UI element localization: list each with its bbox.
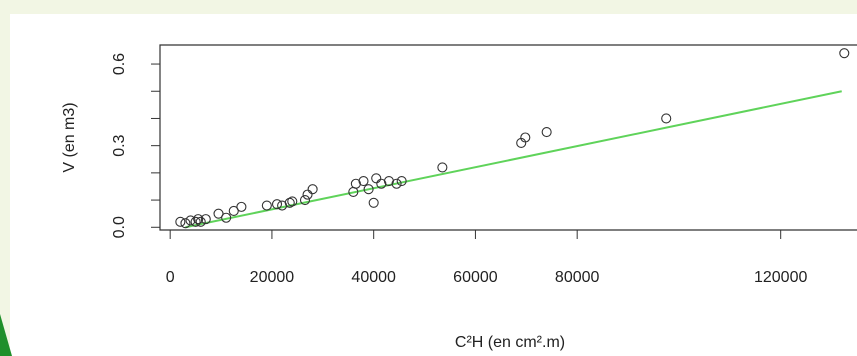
y-tick-label: 0.0 [111, 216, 128, 238]
x-tick-label: 80000 [555, 269, 600, 286]
data-point [396, 175, 407, 187]
data-point [284, 197, 295, 208]
data-point [190, 216, 201, 227]
data-point [287, 196, 298, 207]
data-point [437, 162, 448, 173]
data-point [307, 184, 318, 195]
points-layer [175, 48, 850, 229]
data-point [271, 199, 283, 210]
data-point [302, 189, 313, 200]
x-tick-label: 20000 [250, 269, 295, 286]
data-point [358, 175, 369, 187]
data-point [376, 178, 387, 189]
data-point [541, 127, 552, 138]
x-axis-title: C²H (en cm².m) [455, 334, 565, 351]
data-point [383, 175, 394, 187]
data-point [175, 216, 186, 227]
data-point [180, 218, 191, 229]
chart-panel [10, 14, 857, 356]
data-point [228, 205, 239, 217]
y-tick-label: 0.3 [111, 134, 128, 156]
x-tick-label: 40000 [351, 269, 396, 286]
y-tick-label: 0.6 [111, 53, 128, 75]
x-tick-label: 0 [166, 269, 175, 286]
data-point [299, 195, 311, 206]
data-point [185, 215, 196, 226]
data-point [661, 113, 672, 124]
corner-accent-shape [0, 314, 12, 356]
data-point [839, 48, 850, 59]
data-point [391, 178, 402, 189]
data-point [236, 201, 247, 212]
axes [151, 44, 857, 239]
data-point [363, 184, 374, 195]
data-point [277, 200, 288, 211]
data-point [520, 132, 531, 143]
y-axis-title: V (en m3) [61, 102, 78, 172]
labels-layer: 0.0 0.3 0.6 0 20000 40000 60000 80000 120000 C²H … [61, 53, 807, 351]
data-point [193, 214, 204, 225]
plot-border [159, 44, 857, 231]
regression-line [185, 90, 842, 229]
data-point [350, 178, 361, 189]
data-point [368, 197, 379, 208]
data-point [221, 212, 232, 223]
data-point [261, 200, 272, 211]
data-point [371, 173, 382, 184]
fit-line-layer [185, 90, 842, 229]
data-point [200, 214, 211, 225]
data-point [195, 216, 206, 227]
x-tick-label: 60000 [453, 269, 498, 286]
x-tick-label: 120000 [754, 269, 807, 286]
data-point [213, 208, 224, 219]
